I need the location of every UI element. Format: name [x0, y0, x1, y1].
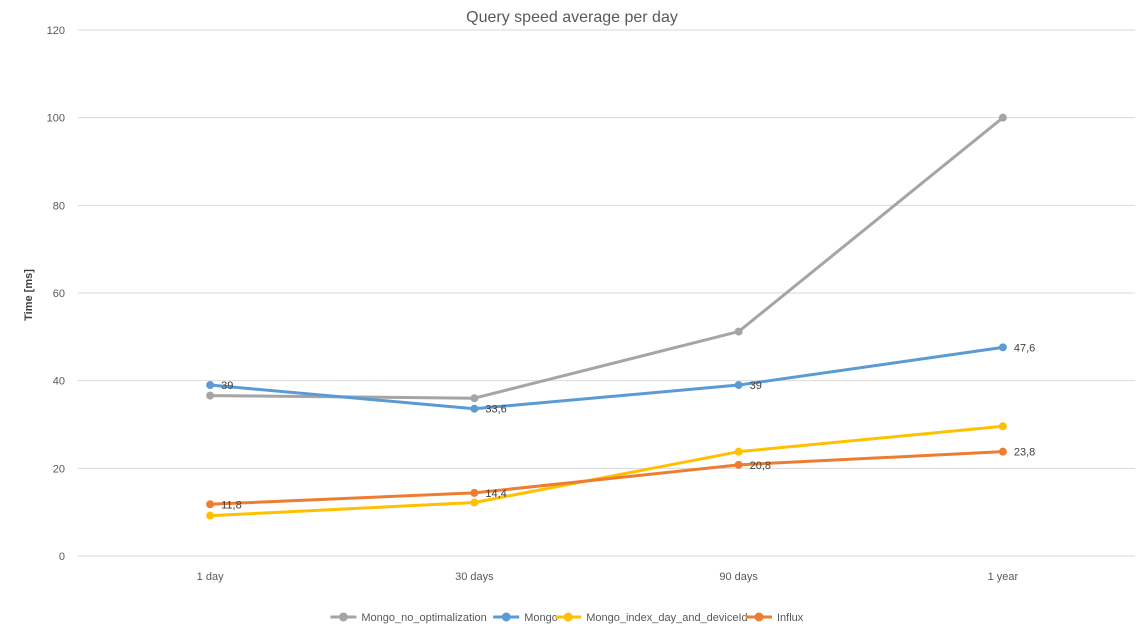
data-point	[206, 511, 215, 520]
y-tick-label: 60	[53, 288, 65, 300]
legend: Mongo_no_optimalization Mongo Mongo_index_…	[330, 612, 804, 624]
data-label: 47,6	[1014, 342, 1035, 354]
legend-marker	[338, 612, 348, 622]
data-label: 20,8	[750, 460, 771, 472]
x-tick-label: 1 day	[197, 571, 224, 583]
legend-marker	[563, 612, 573, 622]
data-labels: 39 33,6 39 47,6 11,8 14,4 20,8 23,8	[221, 342, 1035, 511]
x-tick-label: 1 year	[988, 571, 1019, 583]
legend-item: Mongo	[493, 612, 558, 624]
legend-label: Mongo_index_day_and_deviceId	[586, 612, 747, 624]
series-line	[208, 450, 1005, 506]
legend-label: Mongo	[524, 612, 558, 624]
y-tick-label: 0	[59, 551, 65, 563]
y-tick-label: 80	[53, 200, 65, 212]
data-label: 39	[750, 380, 762, 392]
data-point	[470, 498, 479, 507]
series-line	[208, 424, 1005, 518]
y-axis-ticks: 0 20 40 60 80 100 120	[47, 25, 65, 563]
y-tick-label: 20	[53, 463, 65, 475]
legend-label: Mongo_no_optimalization	[361, 612, 486, 624]
y-tick-label: 120	[47, 25, 65, 37]
legend-item: Mongo_no_optimalization	[330, 612, 487, 624]
data-point	[998, 113, 1007, 122]
data-point	[206, 500, 215, 509]
series-2	[206, 343, 1007, 413]
data-point	[998, 447, 1007, 456]
data-label: 11,8	[221, 499, 242, 511]
data-point	[998, 343, 1007, 352]
data-point	[206, 391, 215, 400]
data-point	[206, 381, 215, 390]
data-label: 33,6	[485, 404, 506, 416]
data-label: 23,8	[1014, 447, 1035, 459]
data-point	[470, 488, 479, 497]
data-point	[470, 404, 479, 413]
chart-title: Query speed average per day	[466, 9, 678, 26]
series-line	[208, 116, 1005, 400]
data-point	[734, 447, 743, 456]
series-line	[208, 345, 1005, 411]
series-4	[206, 447, 1007, 509]
y-tick-label: 40	[53, 376, 65, 388]
series-group	[206, 113, 1007, 520]
series-3	[206, 422, 1007, 520]
series-1	[206, 113, 1007, 403]
data-label: 14,4	[485, 488, 506, 500]
data-point	[734, 460, 743, 469]
legend-item: Mongo_index_day_and_deviceId	[555, 612, 748, 624]
legend-marker	[501, 612, 511, 622]
legend-item: Influx	[746, 612, 804, 624]
data-label: 39	[221, 380, 233, 392]
data-point	[734, 381, 743, 390]
data-point	[998, 422, 1007, 431]
y-axis-title: Time [ms]	[23, 269, 35, 321]
x-axis-ticks: 1 day 30 days 90 days 1 year	[197, 571, 1019, 583]
data-point	[734, 327, 743, 336]
data-point	[470, 394, 479, 403]
y-tick-label: 100	[47, 113, 65, 125]
legend-label: Influx	[777, 612, 804, 624]
legend-marker	[754, 612, 764, 622]
x-tick-label: 30 days	[455, 571, 494, 583]
x-tick-label: 90 days	[719, 571, 758, 583]
gridlines	[78, 29, 1135, 557]
